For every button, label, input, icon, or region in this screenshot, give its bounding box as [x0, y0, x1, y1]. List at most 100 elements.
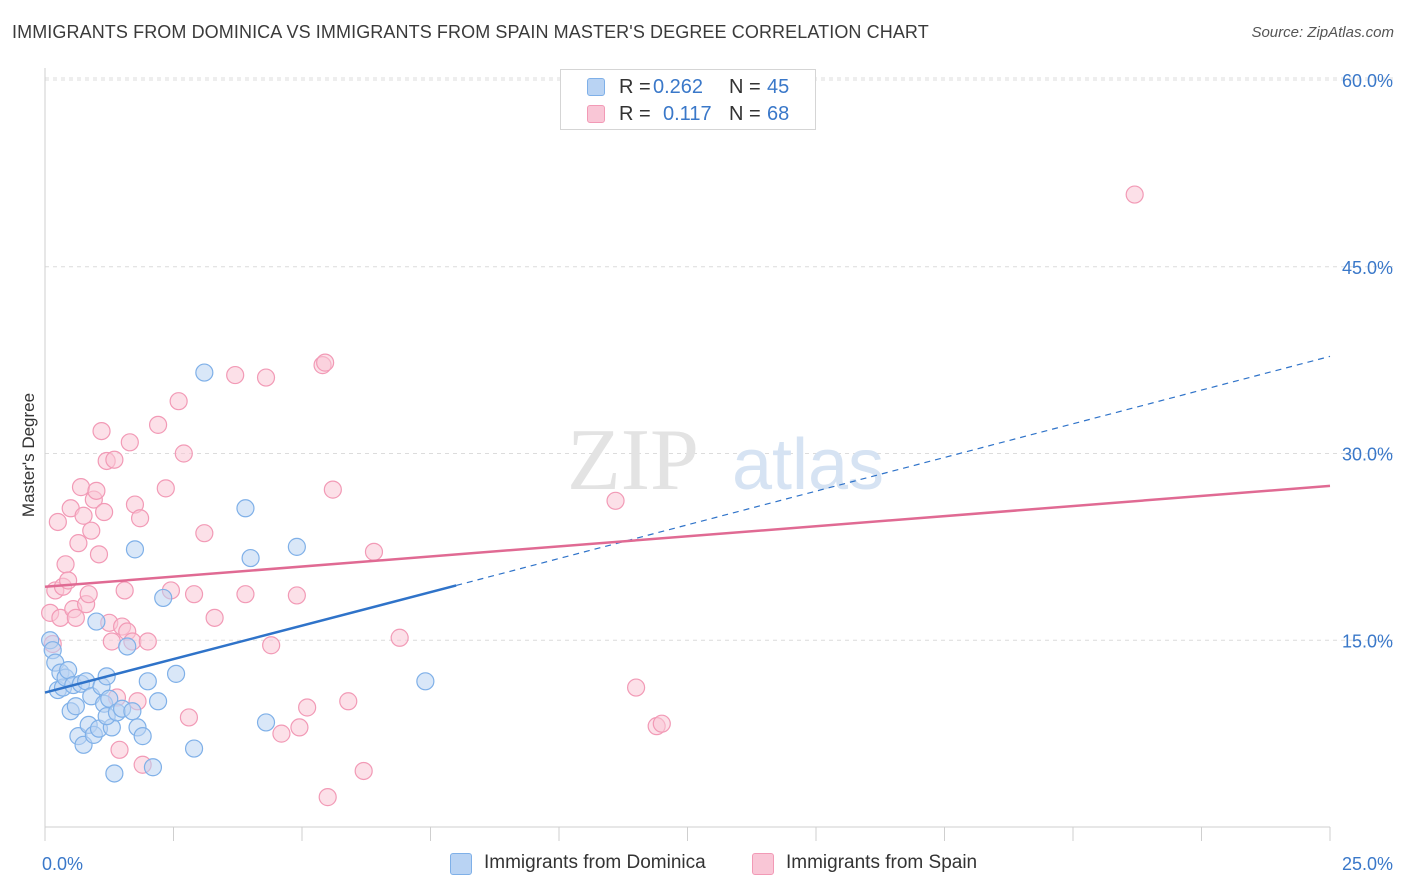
dominica-point [125, 540, 145, 559]
dominica-point [100, 689, 119, 708]
spain-point [95, 502, 114, 522]
dominica-point [256, 713, 276, 732]
dominica-trend-line [44, 584, 457, 694]
n-label: N = [729, 76, 761, 98]
dominica-swatch [450, 853, 472, 875]
series-spain-points [41, 185, 1144, 807]
r-value: 0.117 [663, 103, 712, 125]
spain-point [195, 524, 214, 543]
spain-swatch [752, 853, 774, 875]
spain-point [56, 555, 75, 574]
r-value: 0.262 [653, 76, 704, 98]
dominica-point [133, 727, 152, 746]
legend-label: Immigrants from Spain [786, 852, 978, 873]
spain-point [105, 450, 124, 469]
dominica-point [105, 764, 124, 783]
r-label: R = [619, 76, 651, 98]
axes [44, 68, 1331, 841]
dominica-point [87, 612, 106, 631]
spain-point [156, 479, 175, 498]
y-tick-label: 60.0% [1342, 71, 1393, 91]
spain-point [79, 585, 98, 604]
tick-labels: 15.0% 30.0% 45.0% 60.0% 0.0% 25.0% [42, 71, 1393, 874]
spain-point [174, 444, 193, 463]
spain-point [87, 481, 106, 500]
spain-point [256, 368, 276, 387]
dominica-point [195, 363, 214, 382]
dominica-point [66, 697, 85, 716]
spain-point [1125, 185, 1144, 204]
spain-point [115, 581, 134, 600]
spain-point [652, 714, 671, 733]
dominica-point [123, 702, 142, 721]
spain-point [82, 521, 101, 540]
spain-point [236, 585, 255, 604]
spain-point [120, 433, 139, 452]
y-tick-label: 30.0% [1342, 445, 1393, 465]
n-value: 68 [767, 103, 790, 125]
spain-point [148, 415, 168, 434]
dominica-point [138, 672, 157, 691]
spain-point [606, 491, 625, 510]
x-tick-label-max: 25.0% [1342, 854, 1393, 874]
dominica-point [154, 588, 173, 608]
source-label: Source: ZipAtlas.com [1251, 24, 1394, 41]
spain-point [66, 608, 85, 627]
legend-label: Immigrants from Dominica [484, 852, 706, 873]
n-value: 45 [767, 76, 790, 98]
dominica-point [241, 548, 260, 568]
chart-title: IMMIGRANTS FROM DOMINICA VS IMMIGRANTS F… [12, 22, 929, 42]
spain-point [102, 632, 121, 651]
dominica-point [148, 692, 168, 711]
spain-point [323, 480, 342, 499]
spain-point [290, 718, 309, 737]
watermark: ZIP atlas [567, 412, 884, 509]
dominica-point [143, 758, 163, 777]
spain-point [138, 632, 157, 651]
spain-point [69, 534, 88, 553]
dominica-point [287, 537, 306, 556]
spain-point [287, 586, 306, 605]
r-label: R = [619, 103, 651, 125]
spain-point [318, 788, 337, 807]
spain-point [364, 542, 384, 561]
spain-point [130, 509, 150, 528]
spain-trend-line [44, 484, 1331, 588]
spain-point [169, 392, 188, 411]
dominica-trend-extension [456, 355, 1331, 587]
spain-point [179, 708, 199, 727]
spain-point [354, 761, 373, 781]
dominica-point [166, 664, 186, 683]
spain-point [298, 698, 317, 717]
spain-point [92, 421, 111, 441]
dominica-point [236, 499, 255, 518]
spain-swatch [587, 105, 605, 123]
spain-point [48, 512, 67, 532]
spain-point [74, 506, 93, 525]
spain-point [89, 545, 109, 564]
spain-point [184, 585, 204, 604]
spain-point [262, 636, 281, 655]
y-tick-label: 15.0% [1342, 631, 1393, 651]
n-label: N = [729, 103, 761, 125]
spain-point [390, 628, 409, 647]
spain-point [316, 353, 335, 372]
spain-point [71, 478, 91, 497]
spain-point [205, 608, 224, 627]
watermark-atlas: atlas [732, 425, 884, 505]
stats-legend: R = 0.262 N = 45 R = 0.117 N = 68 [560, 69, 816, 130]
spain-point [272, 724, 291, 743]
series-dominica-points [41, 363, 435, 783]
x-tick-label-min: 0.0% [42, 854, 83, 874]
spain-point [626, 678, 646, 697]
spain-point [110, 740, 129, 759]
dominica-point [118, 637, 137, 656]
trend-lines [44, 355, 1331, 694]
spain-point [339, 692, 358, 711]
y-tick-label: 45.0% [1342, 258, 1393, 278]
spain-point [226, 365, 245, 385]
dominica-point [184, 739, 204, 758]
watermark-zip: ZIP [567, 412, 699, 509]
dominica-swatch [587, 78, 605, 96]
